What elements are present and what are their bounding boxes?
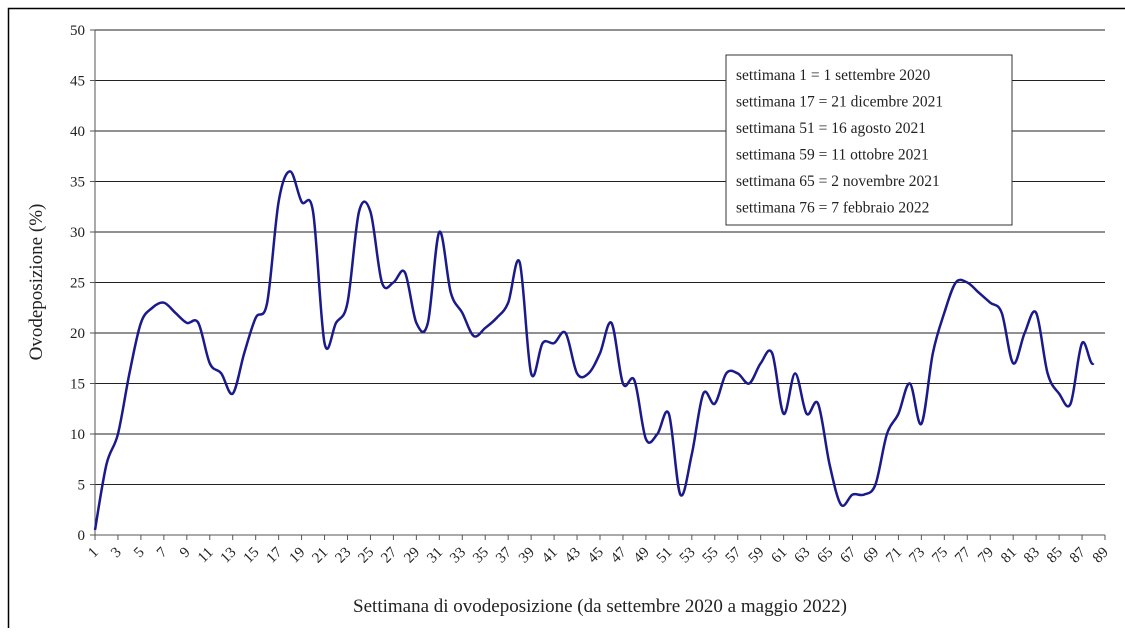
x-tick-label: 59	[746, 545, 768, 567]
legend-note: settimana 51 = 16 agosto 2021	[736, 120, 926, 137]
legend-note: settimana 76 = 7 febbraio 2022	[736, 200, 929, 217]
x-tick-label: 87	[1067, 544, 1089, 566]
legend-note: settimana 1 = 1 settembre 2020	[736, 67, 931, 84]
y-tick-label: 20	[70, 326, 85, 342]
x-tick-label: 63	[791, 545, 813, 567]
x-tick-label: 5	[131, 545, 148, 562]
x-tick-label: 13	[218, 545, 240, 567]
x-tick-label: 37	[493, 544, 515, 566]
x-tick-label: 3	[108, 545, 125, 562]
x-tick-label: 43	[562, 545, 584, 567]
x-tick-label: 55	[700, 545, 722, 567]
y-tick-label: 30	[70, 225, 85, 241]
x-tick-label: 17	[264, 544, 286, 566]
legend-note: settimana 59 = 11 ottobre 2021	[736, 147, 929, 164]
y-tick-label: 45	[70, 74, 85, 90]
y-tick-label: 50	[70, 23, 85, 39]
y-tick-label: 35	[70, 175, 85, 191]
x-tick-label: 7	[154, 544, 171, 561]
x-tick-label: 73	[906, 545, 928, 567]
x-tick-label: 83	[1021, 545, 1043, 567]
x-tick-label: 57	[723, 544, 745, 566]
x-tick-label: 11	[195, 545, 217, 567]
x-tick-label: 19	[286, 545, 308, 567]
x-tick-label: 9	[177, 545, 194, 562]
legend-note: settimana 65 = 2 novembre 2021	[736, 173, 940, 190]
x-tick-label: 85	[1044, 545, 1066, 567]
x-tick-label: 29	[401, 545, 423, 567]
x-tick-label: 21	[309, 545, 331, 567]
y-tick-label: 10	[70, 427, 85, 443]
x-tick-label: 33	[447, 545, 469, 567]
y-tick-label: 25	[70, 276, 85, 292]
x-tick-label: 31	[424, 545, 446, 567]
x-tick-label: 1	[85, 545, 102, 562]
x-tick-label: 25	[355, 545, 377, 567]
x-tick-label: 45	[585, 545, 607, 567]
y-tick-label: 40	[70, 124, 85, 140]
x-tick-label: 15	[241, 545, 263, 567]
x-tick-label: 49	[631, 545, 653, 567]
y-tick-label: 5	[78, 478, 86, 494]
x-tick-label: 51	[654, 545, 676, 567]
y-axis-label: Ovodeposizione (%)	[26, 204, 47, 361]
x-tick-label: 27	[378, 544, 400, 566]
x-tick-label: 41	[539, 545, 561, 567]
x-tick-label: 35	[470, 545, 492, 567]
x-tick-label: 39	[516, 545, 538, 567]
x-tick-label: 75	[929, 545, 951, 567]
x-tick-label: 77	[952, 544, 974, 566]
x-tick-label: 47	[608, 544, 630, 566]
x-tick-label: 67	[837, 544, 859, 566]
x-axis-label: Settimana di ovodeposizione (da settembr…	[353, 596, 847, 617]
x-tick-label: 53	[677, 545, 699, 567]
x-tick-label: 65	[814, 545, 836, 567]
x-tick-label: 61	[769, 545, 791, 567]
x-tick-label: 71	[883, 545, 905, 567]
x-tick-label: 23	[332, 545, 354, 567]
x-tick-label: 69	[860, 545, 882, 567]
x-tick-label: 81	[998, 545, 1020, 567]
y-tick-label: 0	[78, 528, 86, 544]
x-tick-label: 89	[1090, 545, 1112, 567]
x-tick-label: 79	[975, 545, 997, 567]
legend-note: settimana 17 = 21 dicembre 2021	[736, 94, 943, 111]
y-tick-label: 15	[70, 377, 85, 393]
